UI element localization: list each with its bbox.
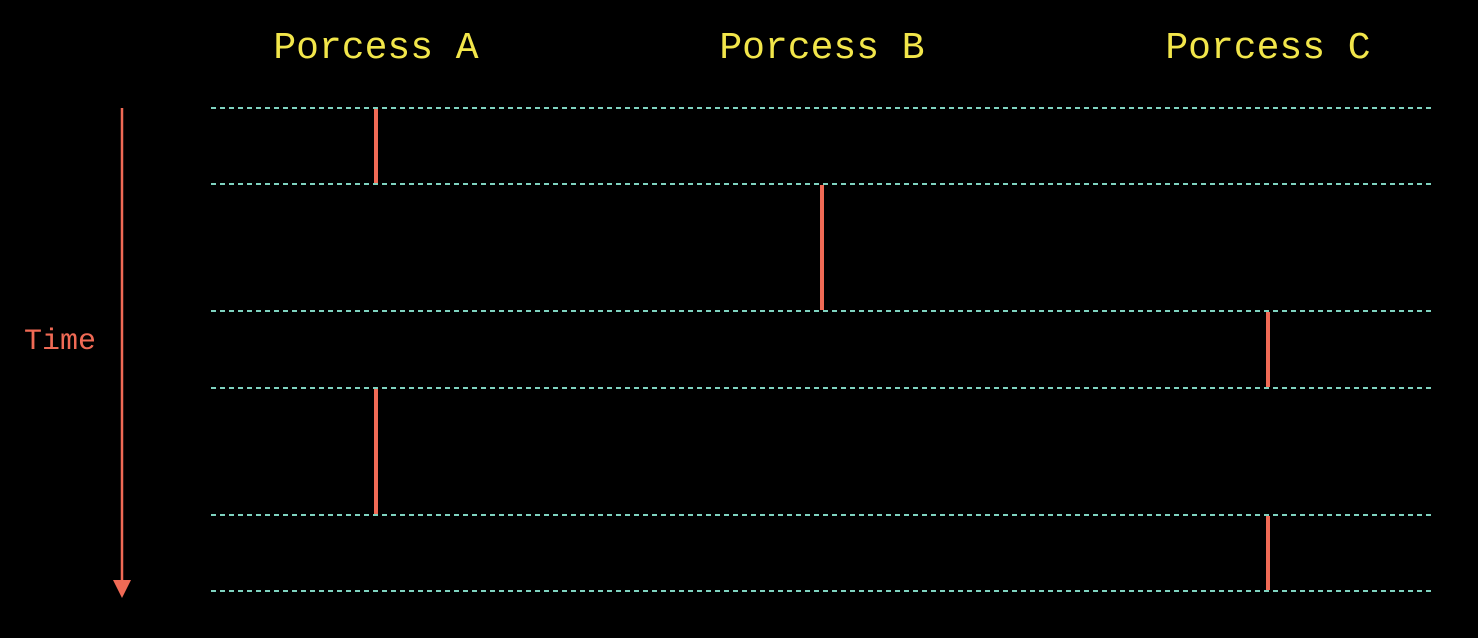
time-slice-lines [211, 107, 1434, 592]
process-a-label: Porcess A [273, 27, 478, 70]
execution-segments [374, 109, 1270, 590]
process-b-label: Porcess B [719, 27, 924, 70]
time-axis-label: Time [24, 325, 96, 359]
time-axis-arrowhead [113, 580, 131, 598]
process-c-label: Porcess C [1165, 27, 1370, 70]
